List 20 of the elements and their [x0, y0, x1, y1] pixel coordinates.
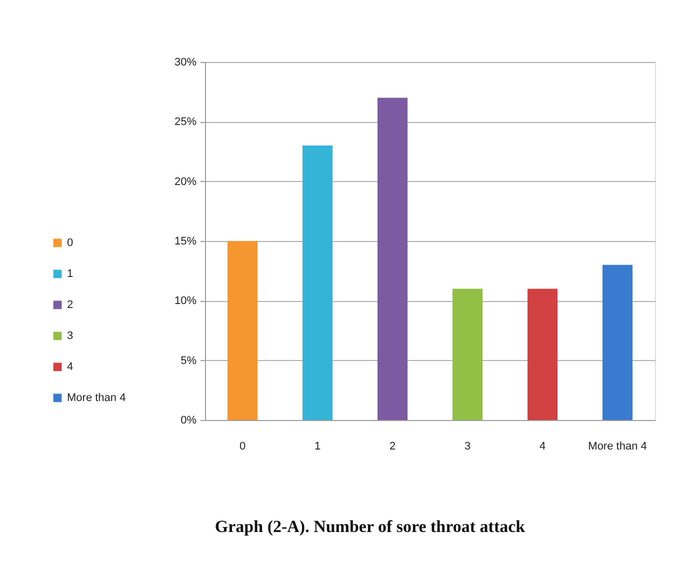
legend-label: More than 4 [67, 392, 126, 404]
legend-label: 4 [67, 360, 74, 373]
y-tick-label: 25% [174, 116, 197, 128]
x-tick-label: More than 4 [588, 440, 647, 452]
y-tick-label: 15% [174, 236, 197, 248]
text: Graph (2-A). Number of sore throat attack [214, 517, 526, 536]
x-tick-label: 2 [389, 440, 396, 452]
y-tick-label: 20% [174, 176, 197, 188]
x-tick-label: 4 [539, 440, 546, 452]
legend-label: 3 [67, 330, 74, 342]
y-tick-label: 30% [174, 56, 197, 68]
y-tick-label: 5% [180, 354, 197, 367]
legend-label: 2 [67, 298, 74, 311]
x-tick-label: 3 [464, 440, 471, 452]
y-tick-label: 10% [174, 295, 197, 308]
legend-label: 0 [67, 236, 74, 249]
x-tick-label: 0 [239, 440, 246, 452]
x-tick-label: 1 [314, 440, 321, 452]
y-tick-label: 0% [180, 414, 197, 426]
legend-label: 1 [67, 268, 74, 280]
